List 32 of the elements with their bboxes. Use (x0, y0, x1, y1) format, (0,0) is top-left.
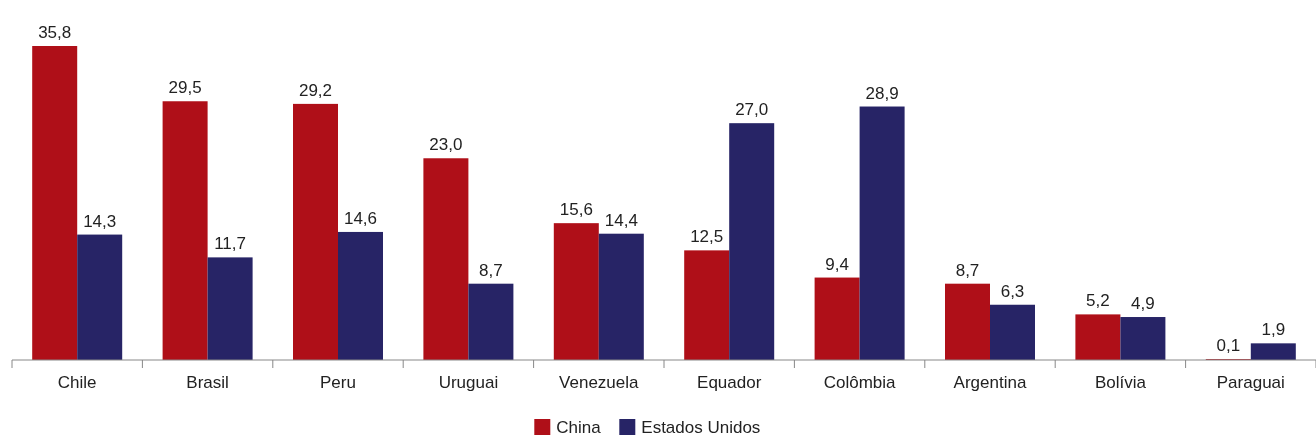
data-label: 35,8 (38, 23, 72, 42)
data-label: 9,4 (825, 254, 849, 274)
x-tick-label: Argentina (953, 373, 1027, 392)
data-label: 29,5 (168, 78, 202, 98)
data-label: 0,1 (1216, 336, 1241, 356)
data-label: 27,0 (735, 100, 769, 120)
data-label: 5,2 (1086, 291, 1110, 311)
x-tick-label: Chile (57, 373, 97, 392)
data-label: 12,5 (690, 227, 724, 247)
data-label: 28,9 (865, 83, 899, 103)
data-label: 29,2 (298, 80, 333, 100)
data-label: 8,7 (955, 260, 980, 280)
data-label: 23,0 (429, 135, 463, 155)
data-label: 1,9 (1261, 320, 1286, 340)
x-tick-label: Colômbia (823, 373, 897, 392)
x-tick-label: Uruguai (438, 373, 499, 392)
x-tick-label: Equador (697, 373, 762, 392)
data-label: 6,3 (1000, 281, 1025, 301)
x-tick-label: Peru (320, 373, 356, 392)
legend-label: China (556, 418, 602, 437)
data-label: 11,7 (214, 234, 247, 254)
x-tick-label: Venezuela (559, 373, 640, 392)
data-label: 8,7 (479, 260, 503, 280)
x-tick-label: Bolívia (1094, 373, 1147, 392)
data-label: 15,6 (559, 200, 593, 220)
data-label: 14,4 (604, 210, 638, 230)
legend-label: Estados Unidos (641, 418, 761, 437)
data-label: 4,9 (1131, 294, 1155, 314)
x-tick-label: Brasil (186, 373, 229, 392)
x-tick-label: Paraguai (1216, 373, 1285, 392)
data-label: 14,3 (83, 211, 117, 231)
data-label: 14,6 (343, 208, 378, 228)
